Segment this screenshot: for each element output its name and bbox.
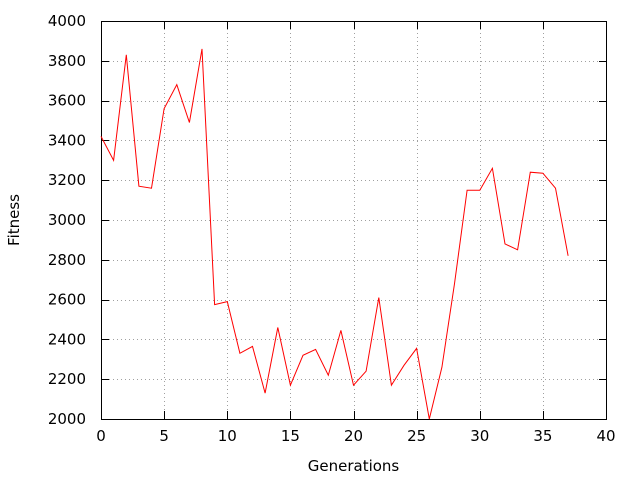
y-tick-label: 3600	[48, 92, 86, 110]
x-tick-label: 25	[407, 427, 426, 445]
y-tick-label: 3400	[48, 131, 86, 149]
x-tick-label: 5	[159, 427, 169, 445]
y-tick-label: 3200	[48, 171, 86, 189]
x-tick-label: 0	[96, 427, 106, 445]
x-tick-label: 35	[533, 427, 552, 445]
y-tick-label: 3000	[48, 211, 86, 229]
x-tick-label: 20	[344, 427, 363, 445]
y-tick-label: 2200	[48, 370, 86, 388]
axis-ticks	[101, 21, 607, 420]
x-tick-label: 40	[596, 427, 615, 445]
y-axis-label: Fitness	[5, 194, 23, 246]
x-tick-label: 10	[218, 427, 237, 445]
x-axis-label: Generations	[308, 457, 400, 475]
grid-lines	[101, 21, 606, 419]
plot-frame	[101, 21, 607, 420]
x-tick-label: 15	[281, 427, 300, 445]
y-tick-label: 2600	[48, 291, 86, 309]
y-tick-label: 3800	[48, 52, 86, 70]
y-tick-label: 2400	[48, 330, 86, 348]
y-tick-labels: 2000 2200 2400 2600 2800 3000 3200 3400 3600 3800…	[48, 12, 86, 428]
y-tick-label: 4000	[48, 12, 86, 30]
y-tick-label: 2800	[48, 251, 86, 269]
series-line	[100, 48, 569, 420]
y-tick-label: 2000	[48, 410, 86, 428]
x-tick-label: 30	[470, 427, 489, 445]
series-layer	[100, 48, 569, 420]
x-tick-labels: 0 5 10 15 20 25 30 35 40	[96, 427, 615, 445]
